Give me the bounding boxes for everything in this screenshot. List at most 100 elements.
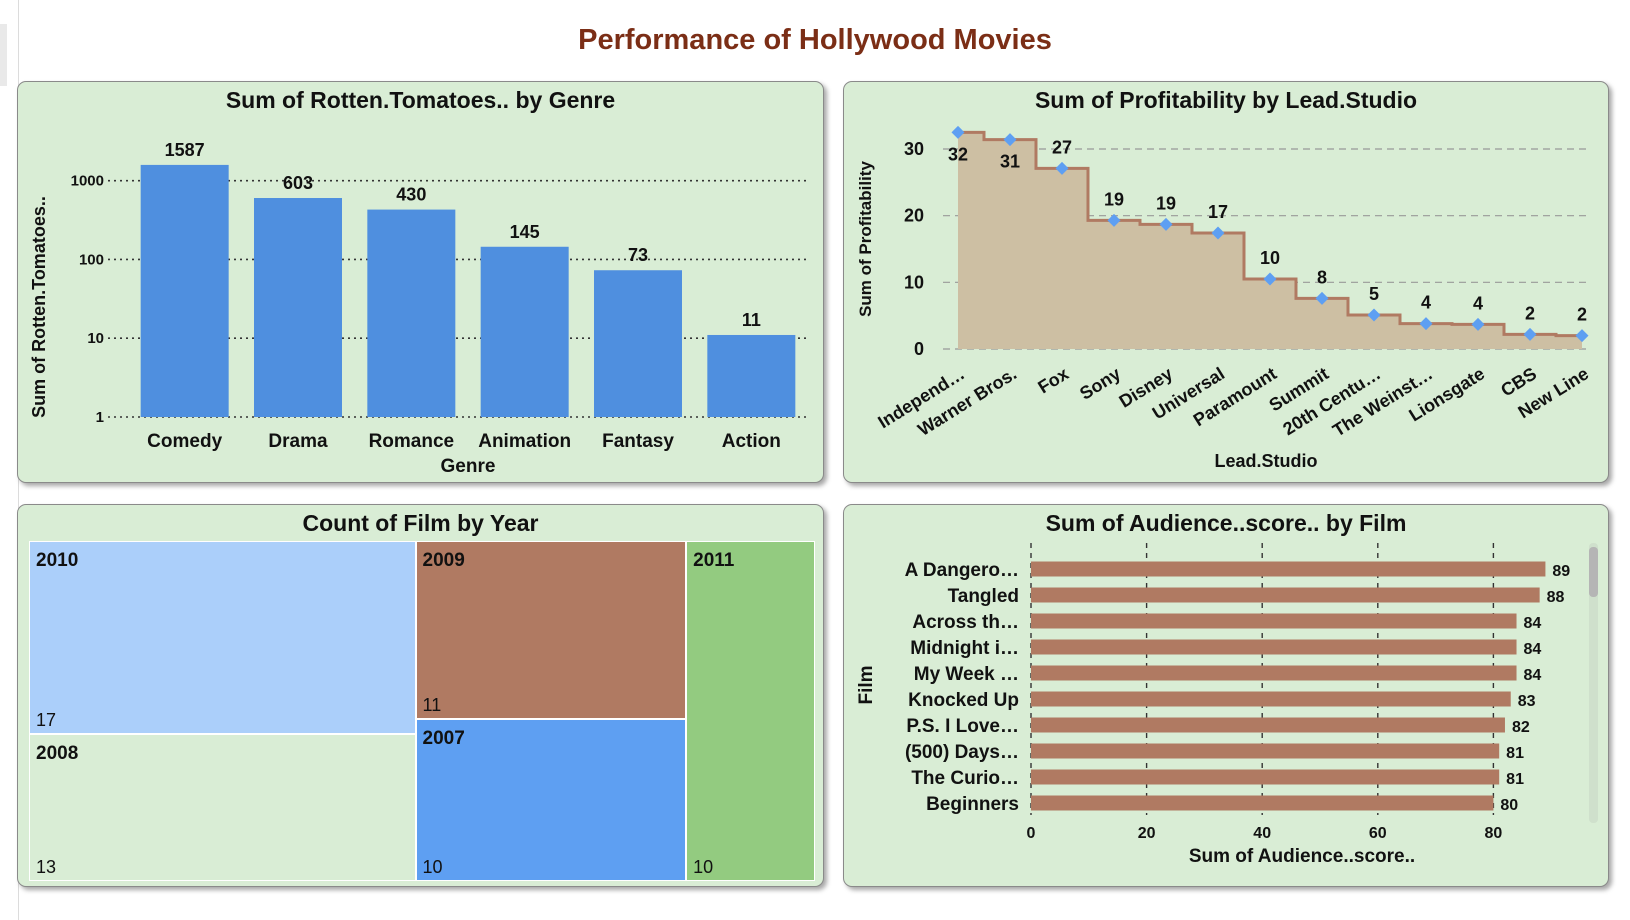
dashboard-title: Performance of Hollywood Movies	[578, 24, 1052, 56]
data-point	[1315, 291, 1329, 305]
bar-value-label: 84	[1524, 615, 1542, 632]
studio-chart-panel: Sum of Profitability by Lead.Studio 0 10 2…	[843, 81, 1609, 483]
x-tick-label: 0	[1027, 825, 1036, 842]
point-value-label: 32	[948, 144, 968, 164]
data-point	[1107, 213, 1121, 227]
x-tick-label: Romance	[369, 431, 455, 452]
scrollbar-thumb[interactable]	[1589, 547, 1598, 597]
y-tick-label: Beginners	[926, 794, 1019, 815]
y-tick-label: 100	[79, 251, 104, 268]
point-value-label: 2	[1525, 303, 1535, 323]
point-value-label: 4	[1473, 293, 1483, 313]
bar-value-label: 73	[628, 245, 648, 265]
bar-value-label: 11	[742, 310, 761, 330]
y-tick-label: 1000	[71, 173, 104, 190]
data-point	[1471, 317, 1485, 331]
data-point	[1367, 308, 1381, 322]
bar-value-label: 83	[1518, 693, 1536, 710]
x-tick-label: Drama	[268, 431, 328, 452]
data-point	[1211, 226, 1225, 240]
bar-value-label: 1587	[165, 140, 205, 160]
point-value-label: 8	[1317, 267, 1327, 287]
bar-value-label: 80	[1500, 797, 1518, 814]
x-tick-label: 60	[1369, 825, 1387, 842]
bar-value-label: 84	[1524, 641, 1542, 658]
bar	[367, 209, 456, 417]
x-tick-label: Comedy	[147, 431, 222, 452]
x-tick-label: Fantasy	[602, 431, 674, 452]
y-tick-label: 10	[904, 272, 924, 292]
x-tick-label: 80	[1485, 825, 1503, 842]
bar	[1031, 639, 1517, 655]
film-chart-title: Sum of Audience..score.. by Film	[1045, 510, 1407, 536]
x-tick-label: 40	[1253, 825, 1271, 842]
treemap-cell-label: 2007	[422, 728, 465, 750]
x-tick-label: 20	[1138, 825, 1156, 842]
treemap-cell-value: 10	[422, 856, 443, 877]
bar	[480, 246, 569, 417]
y-axis-title: Sum of Rotten.Tomatoes..	[29, 196, 49, 418]
bar	[140, 164, 229, 417]
y-tick-label: A Dangero…	[905, 560, 1019, 581]
bar	[1031, 587, 1540, 603]
y-tick-label: 10	[87, 330, 104, 347]
bar-value-label: 82	[1512, 719, 1530, 736]
treemap-cell-value: 10	[693, 857, 714, 877]
year-treemap-title: Count of Film by Year	[302, 510, 539, 536]
treemap-cell-label: 2008	[36, 742, 79, 764]
bar	[594, 270, 682, 417]
x-tick-label: Animation	[478, 431, 571, 452]
genre-chart-title: Sum of Rotten.Tomatoes.. by Genre	[225, 87, 616, 113]
y-tick-label: 20	[904, 206, 924, 226]
bar-value-label: 430	[396, 185, 426, 205]
studio-chart-title: Sum of Profitability by Lead.Studio	[1034, 87, 1418, 113]
bar-value-label: 603	[283, 173, 313, 193]
bar	[1031, 717, 1505, 733]
point-value-label: 17	[1208, 202, 1228, 222]
y-tick-label: 1	[96, 409, 104, 426]
treemap-cell-value: 11	[422, 695, 442, 716]
y-tick-label: (500) Days…	[905, 742, 1019, 763]
bar	[1031, 691, 1511, 707]
genre-bar-chart: 1 10 100 1000 1587 Comedy 603 Drama 430 Romance 14…	[29, 140, 808, 477]
y-axis-title: Sum of Profitability	[856, 161, 875, 317]
point-value-label: 27	[1052, 137, 1072, 157]
data-point	[1523, 327, 1537, 341]
point-value-label: 19	[1104, 189, 1124, 209]
year-treemap-panel: Count of Film by Year 2010 17 2008 13 2009 11…	[17, 504, 824, 887]
y-axis-title: Film	[856, 665, 877, 704]
bar	[1031, 795, 1494, 811]
area-fill	[958, 132, 1582, 349]
data-point	[1419, 317, 1433, 331]
bar-value-label: 84	[1524, 667, 1542, 684]
scrollbar-track	[1589, 543, 1598, 823]
data-point	[1263, 272, 1277, 286]
year-treemap: 2010 17 2008 13 2009 11 2007 10 2011 10	[29, 541, 815, 881]
treemap-cell-value: 17	[36, 709, 57, 730]
point-value-label: 31	[1000, 152, 1020, 172]
y-tick-label: 0	[914, 339, 924, 359]
film-chart-panel: Sum of Audience..score.. by Film 0 20 40 60…	[843, 504, 1609, 887]
data-point	[1159, 217, 1173, 231]
treemap-cell-label: 2009	[422, 550, 465, 571]
bar	[1031, 665, 1517, 681]
point-value-label: 5	[1369, 284, 1379, 304]
treemap-cell-2010: 2010 17	[29, 541, 416, 734]
bar	[707, 334, 796, 417]
x-axis-title: Genre	[441, 456, 496, 477]
data-point	[1575, 329, 1589, 343]
x-tick-label: Fox	[1034, 363, 1072, 397]
treemap-cell-2011: 2011 10	[686, 541, 815, 881]
point-value-label: 4	[1421, 293, 1431, 313]
treemap-cell-value: 13	[36, 856, 57, 877]
data-point	[951, 125, 965, 139]
film-bar-chart: 0 20 40 60 80 89 A Dangero… 88 Tangled 84 Across t…	[856, 543, 1598, 867]
point-value-label: 2	[1577, 305, 1587, 325]
left-edge-tab	[0, 24, 7, 86]
y-tick-label: Tangled	[948, 586, 1019, 607]
point-value-label: 10	[1260, 248, 1280, 268]
y-tick-label: 30	[904, 139, 924, 159]
data-point	[1055, 161, 1069, 175]
x-tick-label: Action	[722, 431, 781, 452]
bar	[1031, 769, 1500, 785]
